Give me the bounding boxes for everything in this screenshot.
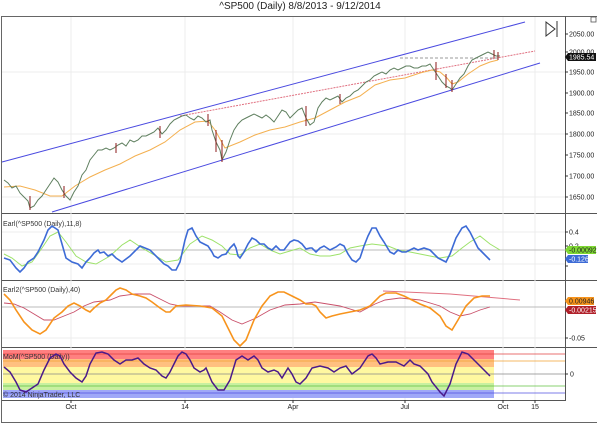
- svg-text:0.00946: 0.00946: [569, 299, 594, 306]
- price-y-axis: 2050.00 2000.00 1950.00 1900.00 1850.00 …: [565, 32, 596, 202]
- earl2-label: Earl2(^SP500 (Daily),40): [3, 287, 80, 294]
- svg-text:-0.00215: -0.00215: [569, 308, 597, 315]
- earl-slow-line: [3, 231, 501, 267]
- y-tick: 1650.00: [569, 195, 594, 202]
- earl2-slow-line: [3, 293, 491, 325]
- earl-panel: Earl(^SP500 (Daily),11,8) 0.4 0.2 -0.000…: [2, 221, 597, 274]
- y-tick: 1700.00: [569, 174, 594, 181]
- earl2-trendline: [382, 290, 521, 301]
- x-tick: 14: [181, 404, 189, 411]
- gridlines: [2, 17, 565, 400]
- mom-label: MoM(^SP500 (Daily)): [3, 354, 70, 361]
- chart-title: ^SP500 (Daily) 8/8/2013 - 9/12/2014: [219, 1, 381, 12]
- channel-upper: [1, 21, 526, 163]
- y-tick: 2050.00: [569, 32, 594, 39]
- earl-fast-marker: -0.126: [565, 255, 589, 264]
- candles: [3, 50, 500, 210]
- earl2-fast-marker: 0.00946: [565, 297, 594, 306]
- copyright: © 2014 NinjaTrader, LLC: [3, 391, 80, 399]
- x-tick: Jul: [401, 404, 410, 411]
- price-panel: [1, 21, 541, 213]
- panel-borders: [2, 16, 597, 401]
- earl-slow-marker: -0.00092: [565, 246, 597, 255]
- x-tick: Oct: [498, 404, 509, 411]
- earl2-fast-line: [3, 287, 490, 348]
- x-tick: Oct: [66, 404, 77, 411]
- mom-panel: MoM(^SP500 (Daily)) 0 © 2014 NinjaTrader…: [3, 350, 574, 399]
- y-tick: 0.4: [569, 230, 579, 237]
- regression-line: [179, 50, 536, 117]
- y-tick: 1950.00: [569, 70, 594, 77]
- x-tick: Apr: [288, 404, 300, 411]
- earl2-panel: Earl2(^SP500 (Daily),40) -0.05 0.00946 -…: [2, 287, 597, 348]
- y-tick: -0.05: [569, 336, 585, 343]
- x-tick: 15: [531, 404, 539, 411]
- last-price-marker: 1985.54: [565, 53, 596, 62]
- y-tick: 1750.00: [569, 153, 594, 160]
- panel-menu-icon[interactable]: [590, 16, 597, 23]
- mom-line: [3, 351, 491, 398]
- svg-text:-0.00092: -0.00092: [569, 248, 597, 255]
- earl2-slow-marker: -0.00215: [565, 306, 597, 315]
- skip-to-end-button[interactable]: [545, 20, 558, 38]
- x-axis: Oct 14 Apr Jul Oct 15: [66, 400, 539, 411]
- channel-lower: [51, 62, 541, 213]
- y-tick: 1800.00: [569, 132, 594, 139]
- y-tick: 1850.00: [569, 111, 594, 118]
- y-tick: 0: [570, 372, 574, 379]
- svg-text:-0.126: -0.126: [569, 257, 589, 264]
- earl-label: Earl(^SP500 (Daily),11,8): [3, 221, 82, 228]
- y-tick: 1900.00: [569, 91, 594, 98]
- earl-fast-line: [3, 224, 491, 274]
- moving-average: [3, 59, 499, 197]
- svg-text:1985.54: 1985.54: [569, 55, 594, 62]
- chart-frame: [1, 16, 597, 423]
